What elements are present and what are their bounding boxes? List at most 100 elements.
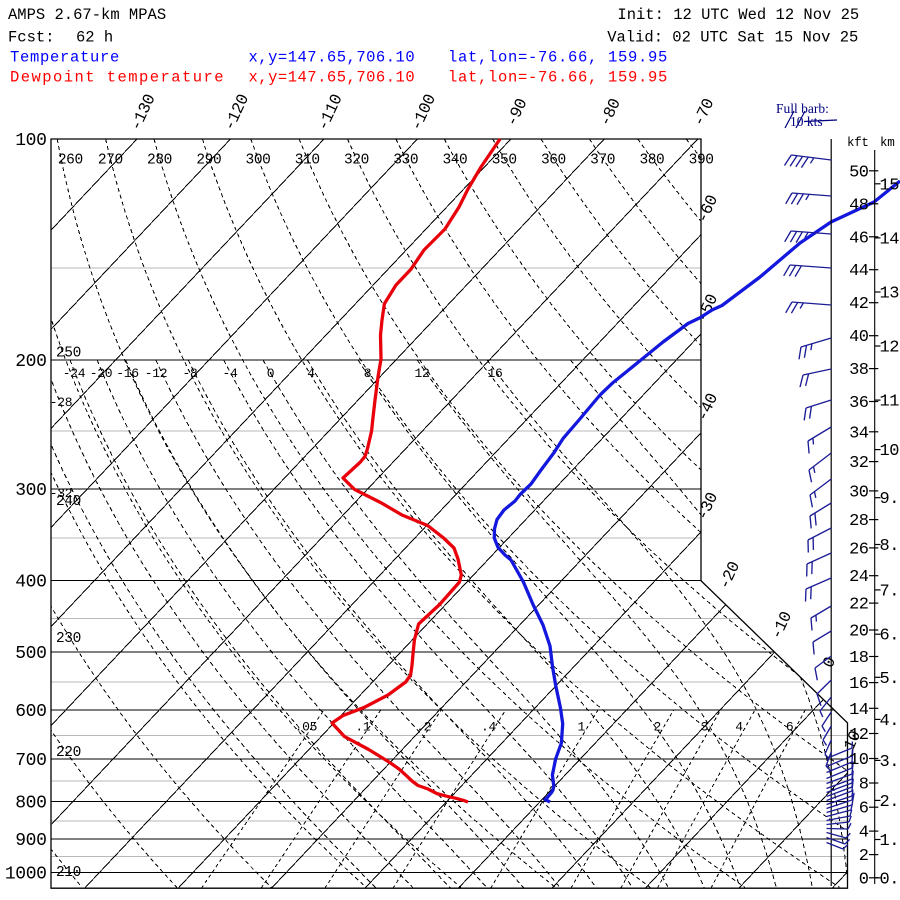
svg-text:290: 290 <box>196 153 221 169</box>
svg-text:4: 4 <box>735 720 743 735</box>
svg-text:x,y=147.65,706.10: x,y=147.65,706.10 <box>249 49 416 67</box>
svg-text:500: 500 <box>15 644 46 664</box>
svg-text:22: 22 <box>849 596 868 615</box>
svg-text:380: 380 <box>639 153 664 169</box>
svg-text:Valid: 02 UTC Sat 15 Nov 25: Valid: 02 UTC Sat 15 Nov 25 <box>607 29 858 47</box>
svg-text:x,y=147.65,706.10: x,y=147.65,706.10 <box>249 69 416 87</box>
svg-text:34: 34 <box>849 424 869 443</box>
svg-text:.4: .4 <box>481 720 497 735</box>
svg-text:310: 310 <box>295 153 320 169</box>
svg-text:320: 320 <box>344 153 369 169</box>
svg-text:-4: -4 <box>222 366 238 381</box>
svg-text:-12: -12 <box>145 366 168 381</box>
svg-text:6: 6 <box>786 720 794 735</box>
svg-text:7.: 7. <box>880 582 899 601</box>
svg-text:340: 340 <box>442 153 467 169</box>
svg-text:10: 10 <box>849 751 869 770</box>
svg-text:8.: 8. <box>880 537 899 556</box>
svg-text:26: 26 <box>849 540 869 559</box>
svg-text:13.: 13. <box>880 285 900 304</box>
svg-text:12: 12 <box>414 366 429 381</box>
svg-text:40: 40 <box>849 328 869 347</box>
svg-text:62 h: 62 h <box>76 29 113 47</box>
svg-text:210: 210 <box>56 865 81 881</box>
svg-text:2.: 2. <box>880 793 899 812</box>
svg-text:4: 4 <box>859 824 869 843</box>
svg-text:700: 700 <box>15 751 46 771</box>
svg-text:kft: kft <box>847 136 869 150</box>
svg-text:-32: -32 <box>50 486 73 501</box>
svg-text:8: 8 <box>859 776 869 795</box>
svg-text:km: km <box>880 136 894 150</box>
svg-text:Temperature: Temperature <box>10 49 120 67</box>
svg-text:260: 260 <box>58 153 83 169</box>
svg-text:36: 36 <box>849 394 869 413</box>
svg-text:28: 28 <box>849 512 869 531</box>
svg-text:800: 800 <box>15 794 46 814</box>
svg-text:390: 390 <box>689 153 714 169</box>
svg-text:1.: 1. <box>880 832 899 851</box>
svg-text:.1: .1 <box>355 720 371 735</box>
svg-text:270: 270 <box>98 153 123 169</box>
svg-text:4.: 4. <box>880 712 899 731</box>
svg-text:0: 0 <box>267 366 275 381</box>
svg-text:Fcst:: Fcst: <box>8 29 55 47</box>
svg-text:42: 42 <box>849 295 868 314</box>
svg-text:14.: 14. <box>880 230 900 249</box>
svg-text:230: 230 <box>56 631 81 647</box>
svg-text:2: 2 <box>654 720 662 735</box>
svg-text:32: 32 <box>849 454 868 473</box>
svg-text:24: 24 <box>849 568 869 587</box>
svg-text:400: 400 <box>15 573 46 593</box>
svg-text:220: 220 <box>56 745 81 761</box>
svg-text:14: 14 <box>849 701 869 720</box>
svg-text:4: 4 <box>307 366 315 381</box>
svg-text:200: 200 <box>15 352 46 372</box>
svg-text:300: 300 <box>15 481 46 501</box>
svg-text:16: 16 <box>849 675 869 694</box>
svg-text:.2: .2 <box>416 720 431 735</box>
svg-text:370: 370 <box>590 153 615 169</box>
svg-text:44: 44 <box>849 262 869 281</box>
svg-text:12.: 12. <box>880 339 900 358</box>
svg-text:360: 360 <box>541 153 566 169</box>
svg-text:Init: 12 UTC Wed 12 Nov 25: Init: 12 UTC Wed 12 Nov 25 <box>617 6 859 24</box>
svg-text:11.: 11. <box>880 393 900 412</box>
svg-text:30: 30 <box>849 483 869 502</box>
svg-text:-8: -8 <box>182 366 197 381</box>
svg-text:10.: 10. <box>880 442 900 461</box>
svg-text:-16: -16 <box>116 366 139 381</box>
svg-text:20: 20 <box>849 623 869 642</box>
svg-text:-20: -20 <box>90 366 113 381</box>
svg-text:8: 8 <box>364 366 372 381</box>
svg-text:0: 0 <box>859 870 869 889</box>
svg-text:15.: 15. <box>880 176 900 195</box>
svg-text:46: 46 <box>849 229 869 248</box>
svg-text:300: 300 <box>246 153 271 169</box>
svg-text:6.: 6. <box>880 627 899 646</box>
svg-text:18: 18 <box>849 649 869 668</box>
svg-text:900: 900 <box>15 831 46 851</box>
svg-text:48: 48 <box>849 196 869 215</box>
svg-text:lat,lon=-76.66, 159.95: lat,lon=-76.66, 159.95 <box>448 49 668 67</box>
svg-text:0.: 0. <box>880 870 899 889</box>
svg-text:250: 250 <box>56 346 81 362</box>
svg-text:1: 1 <box>577 720 585 735</box>
svg-text:280: 280 <box>147 153 172 169</box>
svg-text:Full barb:: Full barb: <box>776 101 829 116</box>
svg-text:600: 600 <box>15 702 46 722</box>
svg-text:Dewpoint temperature: Dewpoint temperature <box>10 69 225 87</box>
svg-text:330: 330 <box>393 153 418 169</box>
svg-text:6: 6 <box>859 800 869 819</box>
svg-text:-28: -28 <box>50 395 73 410</box>
svg-text:AMPS 2.67-km MPAS: AMPS 2.67-km MPAS <box>8 6 166 24</box>
svg-text:lat,lon=-76.66, 159.95: lat,lon=-76.66, 159.95 <box>448 69 668 87</box>
svg-text:38: 38 <box>849 361 869 380</box>
svg-text:350: 350 <box>492 153 517 169</box>
svg-text:3: 3 <box>701 720 709 735</box>
svg-text:9.: 9. <box>880 490 899 509</box>
svg-text:50: 50 <box>849 163 869 182</box>
svg-text:100: 100 <box>15 131 46 151</box>
svg-text:-24: -24 <box>63 366 86 381</box>
svg-text:240: 240 <box>56 494 81 510</box>
